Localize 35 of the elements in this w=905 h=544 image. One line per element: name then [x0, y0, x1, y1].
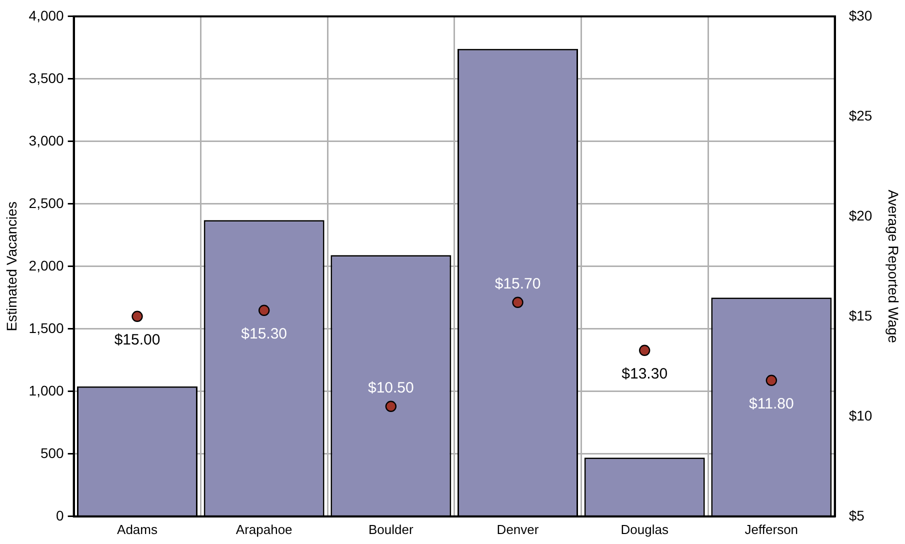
data-label: $10.50 — [368, 380, 414, 397]
x-tick-label: Denver — [496, 522, 540, 537]
data-label: $15.00 — [114, 332, 160, 349]
point — [385, 400, 397, 412]
y2-tick-label: $15 — [848, 307, 872, 324]
data-label: $15.30 — [241, 326, 288, 343]
y-tick-label: 500 — [40, 444, 64, 461]
point — [132, 310, 143, 322]
y2-axis-title: Average Reported Wage — [886, 190, 902, 344]
y2-tick-label: $25 — [848, 107, 872, 124]
y-tick-label: 2,000 — [28, 257, 64, 274]
data-label: $15.70 — [494, 276, 541, 293]
point — [258, 304, 270, 316]
y-tick-label: 2,500 — [28, 194, 64, 211]
y-tick-label: 0 — [56, 507, 64, 524]
y2-tick-label: $10 — [848, 407, 872, 424]
y2-tick-label: $30 — [848, 7, 872, 24]
x-tick-label: Arapahoe — [236, 522, 292, 537]
x-tick-label: Jefferson — [744, 522, 798, 537]
y-tick-label: 4,000 — [28, 7, 64, 24]
point — [638, 344, 650, 356]
data-label: $11.80 — [749, 396, 794, 413]
y-tick-label: 3,000 — [28, 132, 64, 148]
data-label: $13.30 — [622, 366, 668, 383]
x-tick-label: Douglas — [620, 522, 669, 537]
y-tick-label: 1,500 — [28, 320, 64, 336]
y-tick-label: 1,000 — [28, 382, 64, 398]
point — [766, 374, 778, 386]
y-axis-title: Estimated Vacancies — [3, 202, 20, 332]
point — [512, 296, 524, 308]
y2-tick-label: $5 — [848, 507, 865, 524]
y2-tick-label: $20 — [848, 207, 872, 224]
x-tick-label: Adams — [117, 522, 158, 537]
y-tick-label: 3,500 — [28, 70, 64, 86]
x-tick-label: Boulder — [368, 522, 414, 537]
